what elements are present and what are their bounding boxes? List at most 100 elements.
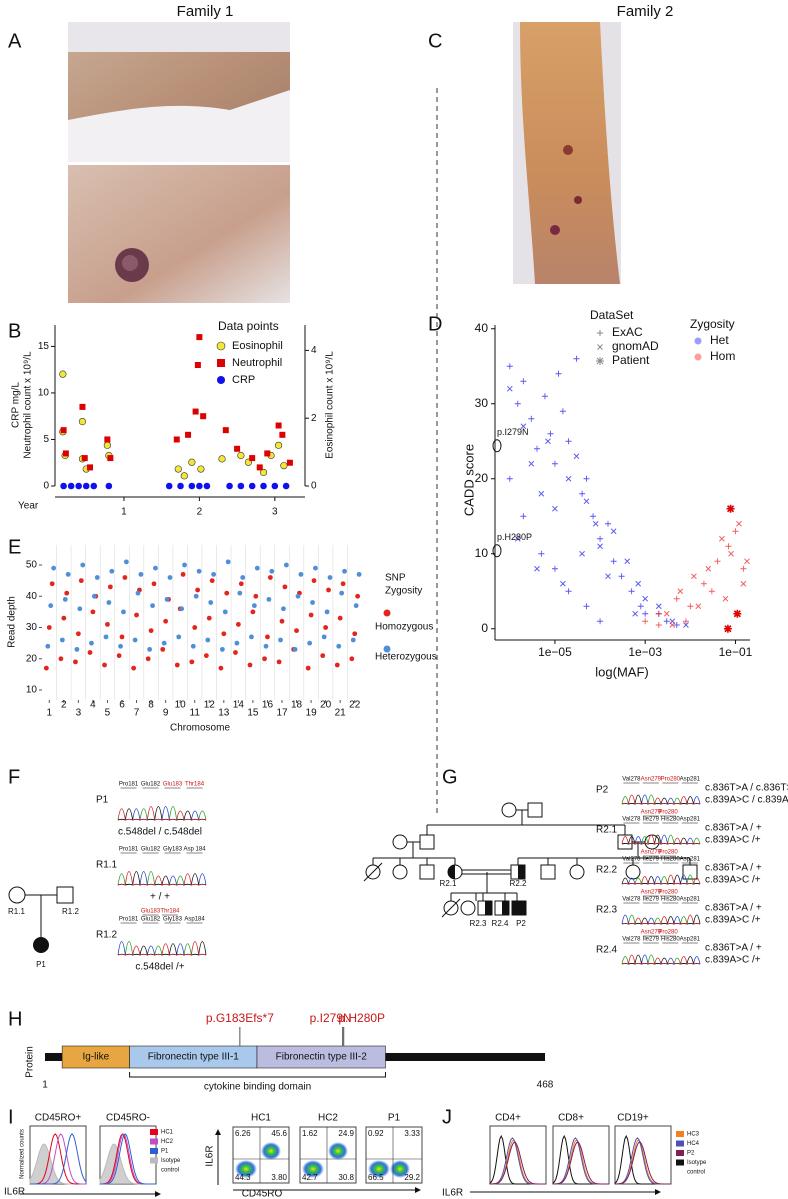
pedigree-female xyxy=(392,834,408,850)
legend-marker xyxy=(217,359,225,367)
point xyxy=(565,475,572,482)
genotype: + / + xyxy=(150,892,170,903)
point xyxy=(579,490,586,497)
point xyxy=(583,498,590,505)
legend-label: Hom xyxy=(710,349,735,363)
codon-label: Asn279 xyxy=(641,930,662,936)
domain-label: Ig-like xyxy=(83,1052,110,1063)
pedigree-male xyxy=(56,886,74,904)
point xyxy=(677,588,684,595)
point xyxy=(164,596,170,602)
point xyxy=(78,418,87,426)
x-tick-label: 8 xyxy=(148,700,154,711)
genotype: c.839A>C /+ xyxy=(705,915,761,926)
pedigree-female xyxy=(8,886,26,904)
point xyxy=(192,408,199,415)
point xyxy=(565,438,572,445)
pedigree-carrier xyxy=(448,865,455,879)
point xyxy=(736,520,742,527)
point xyxy=(151,581,157,587)
pedigree-label: R1.2 xyxy=(62,907,79,916)
x-tick-label: 20 xyxy=(320,700,332,711)
point xyxy=(528,415,535,422)
flow-cloud xyxy=(302,1160,324,1178)
panel-letter: G xyxy=(442,766,458,788)
quadrant-value: 44.3 xyxy=(235,1173,251,1182)
point xyxy=(283,562,289,568)
point xyxy=(708,588,715,595)
codon-label: Glu183 xyxy=(163,782,183,788)
point xyxy=(65,571,71,577)
point xyxy=(732,528,739,535)
point xyxy=(740,565,747,572)
mutation-label: p.G183Efs*7 xyxy=(206,1011,274,1025)
flow-cloud xyxy=(328,1142,348,1160)
point xyxy=(298,571,304,577)
legend-swatch xyxy=(676,1131,684,1137)
codon-label: Glu182 xyxy=(141,917,161,923)
chromatogram-trace xyxy=(117,871,207,886)
point xyxy=(253,593,259,599)
point xyxy=(308,612,314,618)
legend-label: Het xyxy=(710,333,729,347)
genotype: c.839A>C /+ xyxy=(705,875,761,886)
trace-id: R2.4 xyxy=(596,945,618,956)
panel-letter: B xyxy=(8,320,21,342)
point xyxy=(80,562,86,568)
trace-id: P1 xyxy=(96,795,109,806)
point xyxy=(174,662,180,668)
point xyxy=(266,596,272,602)
flow-cloud xyxy=(368,1160,390,1178)
legend-swatch xyxy=(150,1148,158,1154)
codon-label: Pro280 xyxy=(658,890,678,896)
pedigree-label: P2 xyxy=(516,919,526,928)
point xyxy=(610,528,617,535)
point xyxy=(81,455,88,462)
point xyxy=(286,459,293,466)
legend-label: Neutrophil xyxy=(232,357,282,369)
histogram-title: CD45RO- xyxy=(106,1113,150,1124)
y-tick-label: 0 xyxy=(481,621,488,635)
x-tick-label: 3 xyxy=(76,708,82,719)
legend-swatch xyxy=(150,1157,158,1164)
point xyxy=(655,603,662,610)
point xyxy=(219,646,225,652)
point xyxy=(185,431,192,438)
point xyxy=(350,637,356,643)
point xyxy=(205,637,211,643)
point xyxy=(237,482,245,490)
point xyxy=(597,618,604,625)
point xyxy=(321,634,327,640)
point xyxy=(274,441,283,449)
point xyxy=(51,565,57,571)
point xyxy=(122,575,128,580)
point xyxy=(193,593,199,599)
point xyxy=(260,482,267,490)
codon-label: Pro181 xyxy=(119,917,139,923)
point xyxy=(259,468,268,477)
point xyxy=(551,565,558,572)
point xyxy=(105,482,113,490)
legend-swatch xyxy=(150,1138,158,1145)
histogram-title: CD45RO+ xyxy=(35,1113,82,1124)
y-tick-label: 10 xyxy=(38,388,50,399)
point xyxy=(597,535,604,542)
quadrant-value: 0.92 xyxy=(368,1129,384,1138)
point xyxy=(342,568,347,574)
mutation-label: p.I279N xyxy=(310,1011,352,1025)
x-tick-label: 1 xyxy=(121,507,127,518)
point xyxy=(573,453,580,460)
point xyxy=(506,385,513,392)
point xyxy=(311,578,317,584)
pedigree-male xyxy=(511,900,527,916)
x-tick-label: 2 xyxy=(197,507,203,518)
y-tick-label: 15 xyxy=(38,341,50,352)
codon-label: His280 xyxy=(661,857,680,863)
point xyxy=(271,482,279,490)
genotype: c.548del / c.548del xyxy=(118,827,202,838)
legend-marker xyxy=(694,337,702,345)
point xyxy=(180,571,186,577)
point xyxy=(538,550,545,557)
point xyxy=(278,637,283,643)
point xyxy=(559,408,566,415)
